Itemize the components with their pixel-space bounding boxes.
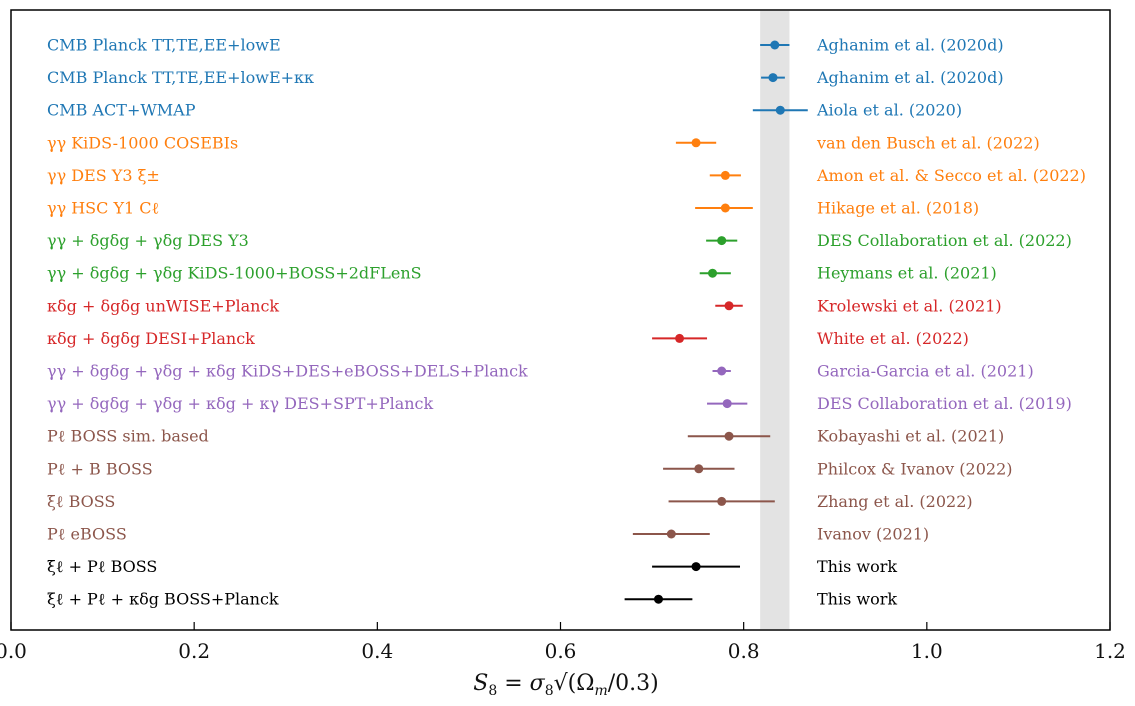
data-point [666, 529, 676, 539]
row-label: CMB ACT+WMAP [47, 101, 196, 120]
row-label: κδg + δgδg unWISE+Planck [47, 296, 279, 315]
row-label: γγ + δgδg + γδg KiDS-1000+BOSS+2dFLenS [47, 264, 422, 283]
data-point [717, 236, 727, 246]
data-point [675, 333, 685, 343]
x-tick-label: 0.2 [178, 639, 210, 663]
x-tick-label: 0.4 [361, 639, 393, 663]
row-label: γγ + δgδg + γδg + κδg KiDS+DES+eBOSS+DEL… [47, 362, 528, 381]
reference-label: Amon et al. & Secco et al. (2022) [816, 166, 1086, 185]
data-point [724, 431, 734, 441]
data-point [717, 366, 727, 376]
reference-label: Zhang et al. (2022) [817, 492, 973, 511]
data-point [691, 138, 701, 148]
reference-label: Kobayashi et al. (2021) [817, 427, 1004, 446]
reference-label: This work [817, 590, 897, 609]
data-point [720, 170, 730, 180]
data-point [775, 105, 785, 115]
reference-label: van den Busch et al. (2022) [816, 133, 1040, 152]
data-point [722, 399, 732, 409]
reference-label: Ivanov (2021) [817, 525, 929, 544]
reference-label: This work [817, 557, 897, 576]
x-axis-title: S8 = σ8√(Ωm/0.3) [473, 671, 658, 699]
row-label: γγ + δgδg + γδg + κδg + κγ DES+SPT+Planc… [47, 394, 434, 413]
data-point [694, 464, 704, 474]
row-label: ξℓ + Pℓ + κδg BOSS+Planck [47, 590, 279, 609]
data-point [691, 562, 701, 572]
row-label: ξℓ + Pℓ BOSS [47, 557, 157, 576]
reference-label: DES Collaboration et al. (2022) [817, 231, 1072, 250]
data-point [724, 301, 734, 311]
reference-band [760, 11, 790, 629]
row-label: ξℓ BOSS [47, 492, 115, 511]
data-point [770, 40, 780, 50]
reference-label: Krolewski et al. (2021) [817, 296, 1002, 315]
x-tick-label: 0.6 [545, 639, 577, 663]
row-label: Pℓ + B BOSS [47, 459, 153, 478]
row-label: Pℓ BOSS sim. based [47, 427, 209, 446]
reference-label: Garcia-Garcia et al. (2021) [817, 362, 1034, 381]
reference-label: Aghanim et al. (2020d) [816, 68, 1004, 87]
row-label: γγ KiDS-1000 COSEBIs [47, 133, 238, 152]
row-label: CMB Planck TT,TE,EE+lowE+κκ [47, 68, 314, 87]
x-tick-label: 0.8 [728, 639, 760, 663]
data-point [720, 203, 730, 213]
reference-label: White et al. (2022) [817, 329, 969, 348]
row-label: κδg + δgδg DESI+Planck [47, 329, 255, 348]
reference-label: Aghanim et al. (2020d) [816, 36, 1004, 55]
row-label: γγ + δgδg + γδg DES Y3 [47, 231, 249, 250]
data-point [708, 268, 718, 278]
x-tick-label: 0.0 [0, 639, 27, 663]
reference-label: Heymans et al. (2021) [817, 264, 997, 283]
data-point [653, 594, 663, 604]
reference-label: DES Collaboration et al. (2019) [817, 394, 1072, 413]
row-label: Pℓ eBOSS [47, 525, 127, 544]
row-label: γγ DES Y3 ξ± [47, 166, 160, 185]
reference-label: Philcox & Ivanov (2022) [817, 459, 1013, 478]
reference-label: Aiola et al. (2020) [816, 101, 962, 120]
row-label: CMB Planck TT,TE,EE+lowE [47, 36, 281, 55]
x-tick-label: 1.0 [911, 639, 943, 663]
data-point [768, 73, 778, 83]
x-tick-label: 1.2 [1094, 639, 1126, 663]
row-label: γγ HSC Y1 Cℓ [47, 199, 160, 218]
data-point [717, 496, 727, 506]
reference-label: Hikage et al. (2018) [817, 199, 979, 218]
